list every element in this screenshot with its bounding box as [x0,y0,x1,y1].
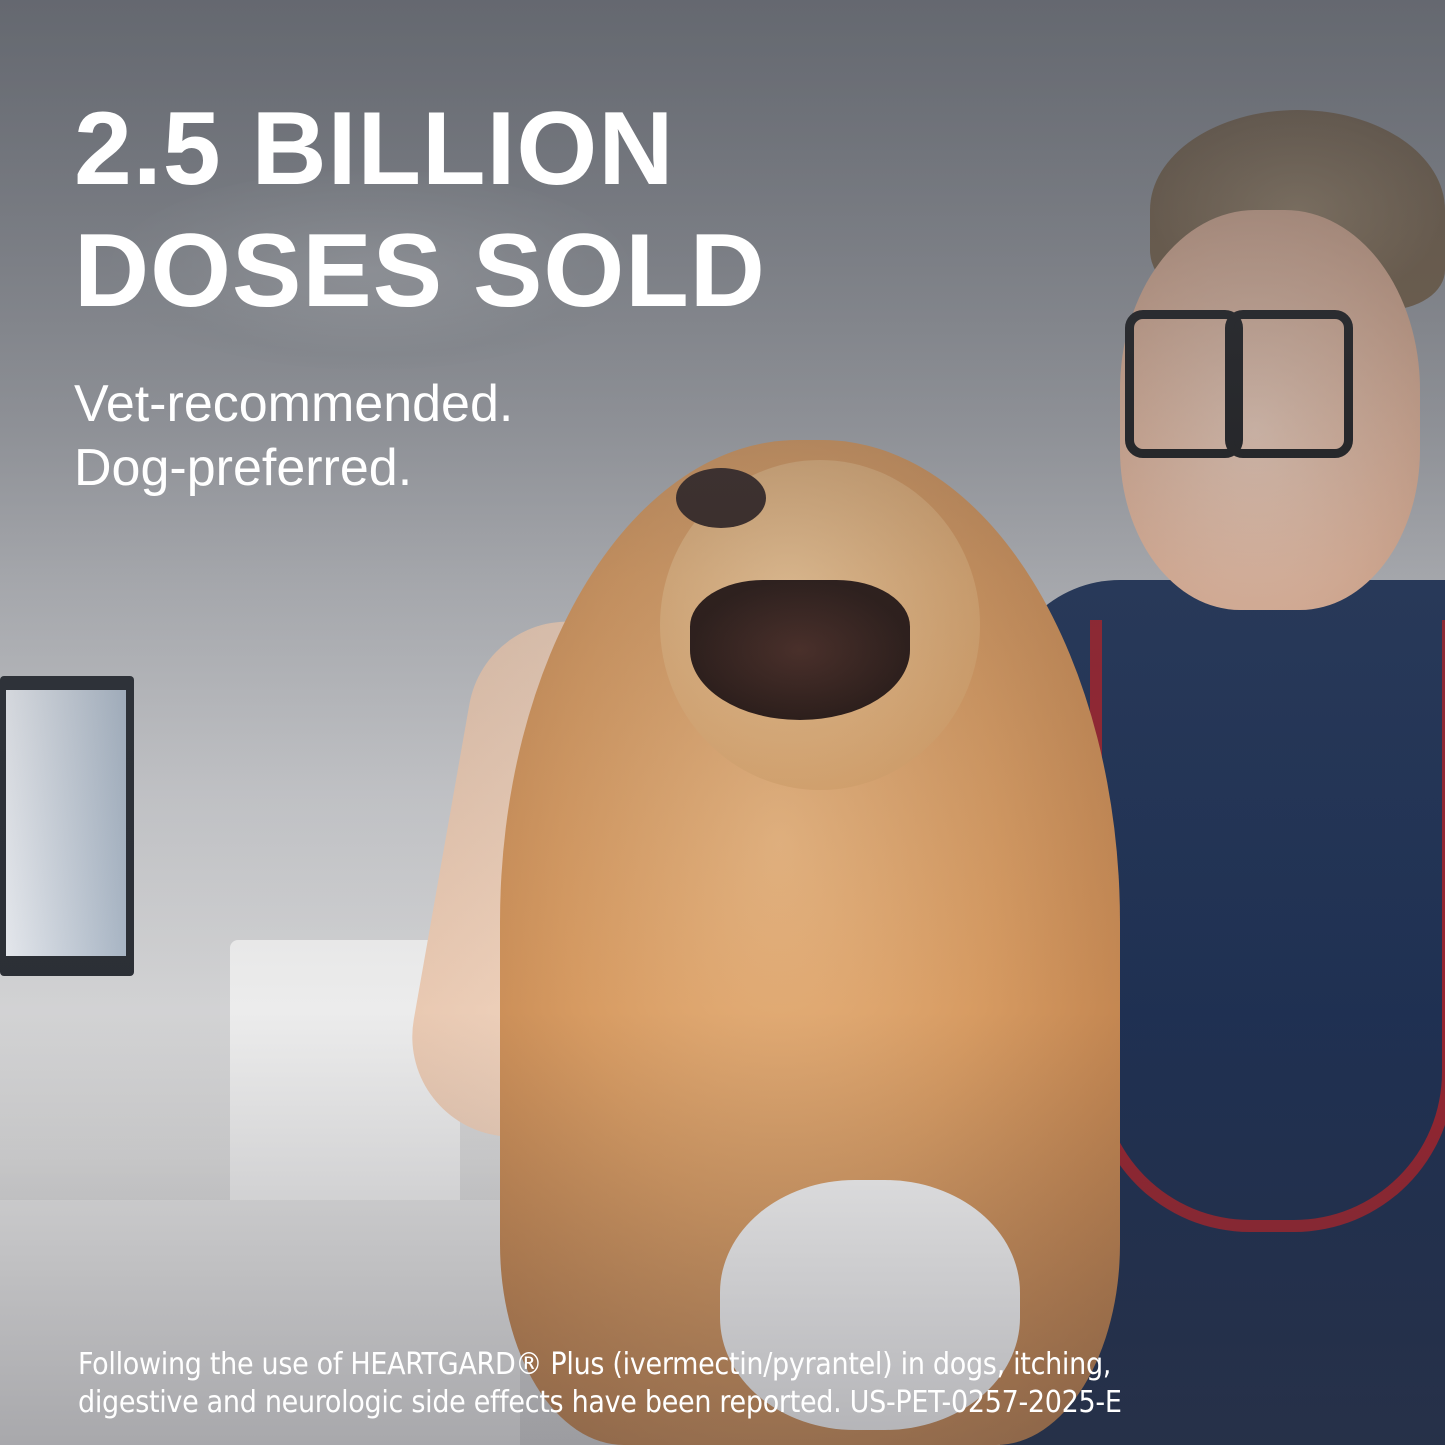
headline: 2.5 BILLION DOSES SOLD [74,88,766,332]
subheadline-line-2: Dog-preferred. [74,439,413,497]
headline-line-1: 2.5 BILLION [74,91,675,207]
disclaimer-line-2: digestive and neurologic side effects ha… [78,1385,1122,1420]
disclaimer-line-1: Following the use of HEARTGARD® Plus (iv… [78,1347,1112,1382]
subheadline-line-1: Vet-recommended. [74,375,514,433]
subheadline: Vet-recommended. Dog-preferred. [74,372,513,500]
safety-disclaimer: Following the use of HEARTGARD® Plus (iv… [78,1346,1378,1422]
headline-line-2: DOSES SOLD [74,213,766,329]
